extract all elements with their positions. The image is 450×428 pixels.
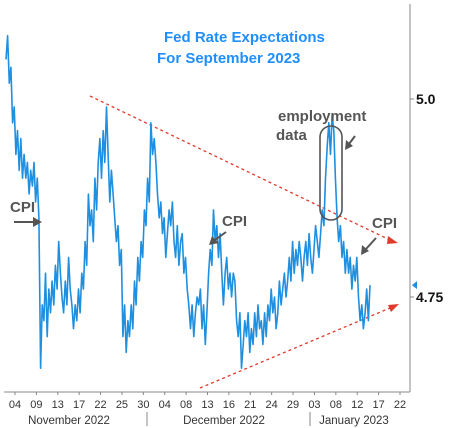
x-tick-label: 22 [394, 399, 406, 411]
x-tick-label: 04 [9, 399, 21, 411]
upper-trend-arrowhead [387, 236, 398, 244]
annotation-cpi-1: CPI [10, 199, 35, 216]
employment-highlight [319, 125, 343, 221]
arrow-cpi-2 [214, 231, 227, 241]
x-tick-label: 13 [201, 399, 213, 411]
x-tick-label: 04 [159, 399, 171, 411]
x-tick-label: 21 [244, 399, 256, 411]
y-axis: 5.0 4.75 [410, 91, 443, 305]
annotation-cpi-3: CPI [372, 215, 397, 232]
annotations: CPI CPI CPI employment data [10, 108, 397, 255]
x-tick-label: 17 [372, 399, 384, 411]
x-tick-label: 17 [73, 399, 85, 411]
arrowhead-cpi-3 [361, 245, 369, 255]
month-label: December 2022 [183, 415, 265, 427]
y-tick-label: 4.75 [416, 289, 443, 305]
arrowhead-cpi-1 [33, 217, 42, 227]
x-tick-label: 13 [52, 399, 64, 411]
annotation-data: data [276, 127, 308, 144]
x-tick-label: 30 [137, 399, 149, 411]
x-tick-label: 09 [30, 399, 42, 411]
x-axis: 04 09 13 17 22 25 30 04 08 13 16 21 24 29 03 08 12 17 22 No… [9, 392, 406, 427]
x-tick-label: 25 [116, 399, 128, 411]
title-line-1: Fed Rate Expectations [164, 29, 325, 46]
chart-title: Fed Rate Expectations For September 2023 [157, 29, 325, 67]
y-tick-label: 5.0 [416, 91, 436, 107]
lower-trend-arrowhead [388, 304, 399, 312]
x-tick-label: 03 [308, 399, 320, 411]
arrow-cpi-3 [365, 237, 377, 250]
lower-trend-line [199, 307, 391, 389]
month-label: January 2023 [319, 415, 389, 427]
current-value-marker [412, 281, 417, 290]
annotation-employment: employment [278, 108, 366, 125]
x-tick-label: 24 [266, 399, 278, 411]
x-tick-label: 08 [330, 399, 342, 411]
title-line-2: For September 2023 [157, 50, 300, 67]
arrowhead-employment [345, 140, 353, 150]
x-tick-label: 22 [94, 399, 106, 411]
x-tick-label: 08 [180, 399, 192, 411]
data-series [5, 34, 371, 369]
annotation-cpi-2: CPI [222, 213, 247, 230]
arrowhead-cpi-2 [209, 236, 219, 245]
month-label: November 2022 [28, 415, 110, 427]
series-line [5, 34, 371, 369]
x-tick-label: 29 [287, 399, 299, 411]
x-tick-label: 16 [223, 399, 235, 411]
x-tick-label: 12 [351, 399, 363, 411]
arrow-employment [348, 135, 356, 145]
